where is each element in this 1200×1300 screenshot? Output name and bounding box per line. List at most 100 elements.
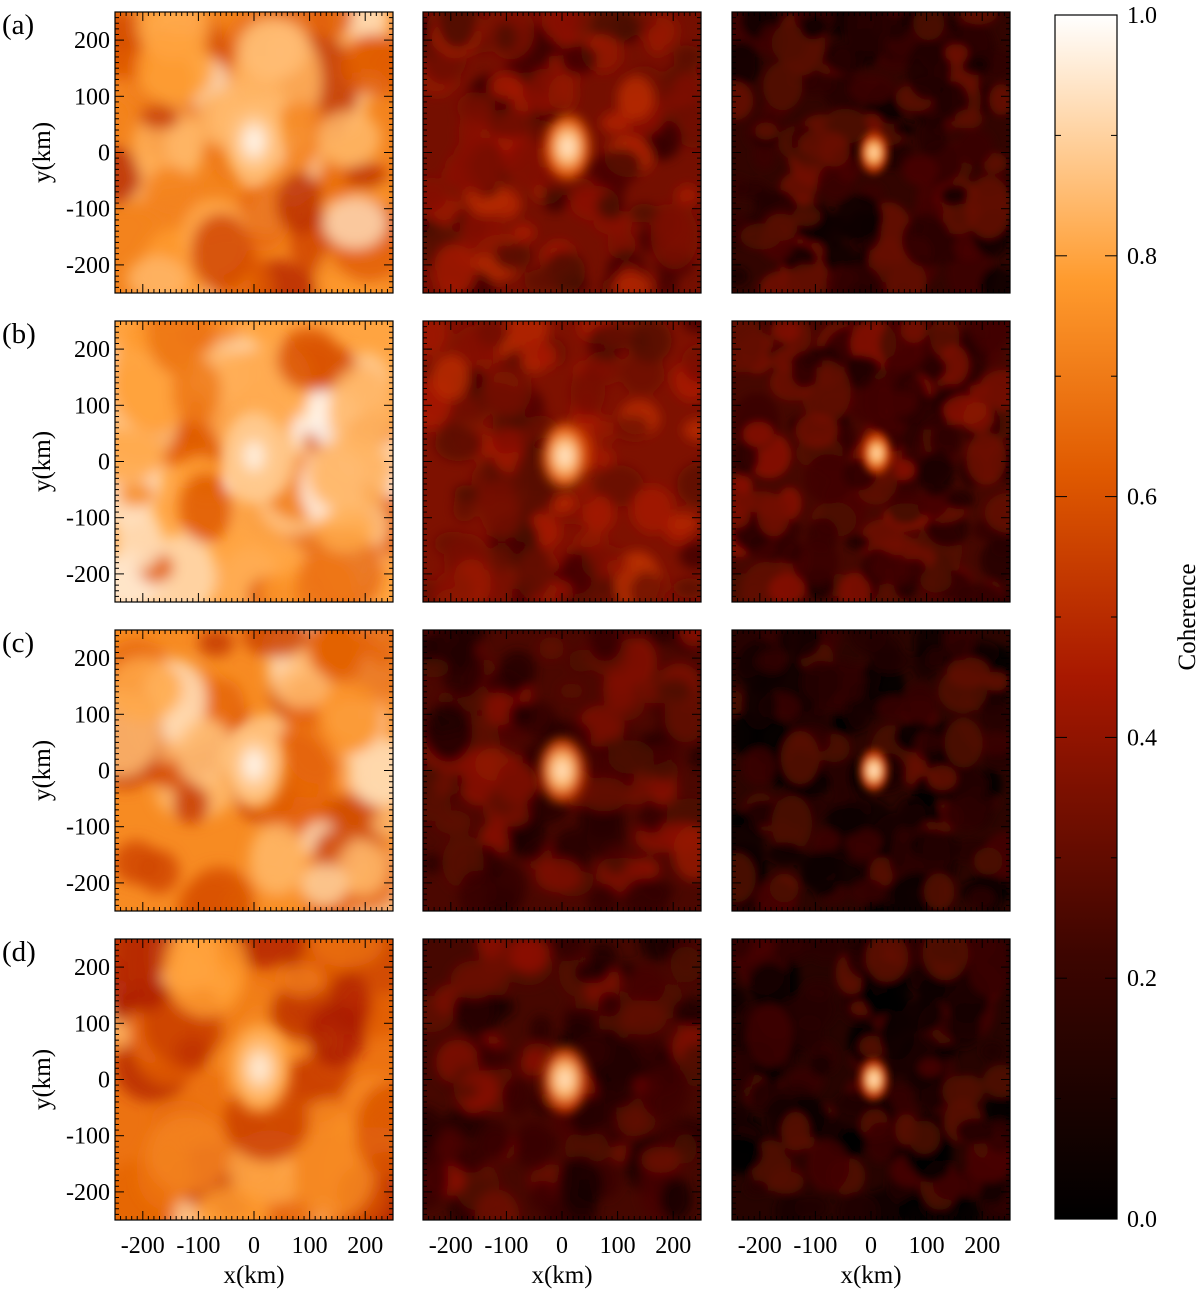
texture-blob: [966, 432, 1007, 485]
texture-blob: [780, 730, 820, 785]
texture-blob: [940, 185, 970, 207]
coherence-map: [115, 321, 393, 602]
texture-blob: [612, 414, 651, 441]
texture-blob: [913, 12, 945, 41]
panel-ticks: [114, 11, 394, 294]
texture-blob: [574, 961, 609, 984]
texture-blob: [869, 856, 894, 888]
texture-blob: [564, 1129, 609, 1167]
peak-feature: [223, 721, 285, 809]
peak-feature: [542, 423, 588, 489]
texture-blob: [865, 1122, 896, 1164]
x-axis-title: x(km): [223, 1262, 284, 1289]
texture-blob: [919, 732, 945, 752]
y-tick-label: 0: [98, 1068, 110, 1094]
texture-blob: [552, 939, 586, 962]
x-axis-title: x(km): [840, 1262, 901, 1289]
texture-blob: [781, 1111, 810, 1151]
texture-blob: [732, 1049, 755, 1090]
y-tick-label: 100: [74, 84, 110, 110]
coherence-panel: 200 100 0 -100 -200 y(km) (d) -200 -100 0 100 200 x(…: [2, 936, 394, 1289]
texture-blob: [908, 394, 950, 430]
texture-blob: [732, 939, 753, 960]
texture-blob: [453, 1082, 477, 1101]
texture-blob: [468, 143, 506, 188]
texture-blob: [676, 462, 701, 507]
texture-blob: [301, 863, 348, 907]
texture-blob: [489, 73, 523, 100]
coherence-map: [423, 630, 701, 911]
x-tick-label: 0: [556, 1233, 568, 1259]
texture-blob: [755, 649, 788, 674]
texture-blob: [310, 939, 384, 968]
texture-blob: [655, 1122, 682, 1145]
texture-blob: [824, 805, 867, 836]
texture-blob: [586, 883, 619, 911]
texture-blob: [848, 878, 886, 905]
texture-blob: [498, 650, 537, 691]
texture-blob: [754, 122, 778, 140]
texture-blob: [944, 795, 988, 832]
texture-blob: [340, 34, 393, 97]
texture-blob: [146, 1112, 230, 1194]
peak-feature: [545, 114, 590, 180]
y-tick-label: -200: [66, 253, 110, 279]
texture-blob: [771, 795, 813, 853]
texture-blob: [687, 745, 701, 770]
peak-core: [243, 126, 265, 157]
panel-ticks: [731, 938, 1011, 1221]
texture-blob: [241, 630, 310, 658]
texture-blob: [834, 264, 884, 293]
coherence-panel: [422, 11, 702, 294]
texture-blob: [732, 442, 759, 475]
colorbar-tick-label: 0.2: [1127, 966, 1157, 992]
texture-blob: [978, 369, 1010, 411]
coherence-map: [115, 12, 393, 293]
texture-blob: [423, 1106, 443, 1147]
texture-blob: [679, 1042, 701, 1087]
peak-feature: [859, 749, 889, 792]
texture-blob: [570, 368, 606, 416]
y-axis-title: y(km): [29, 122, 56, 183]
texture-blob: [979, 701, 1010, 732]
texture-blob: [942, 1075, 976, 1108]
texture-blob: [494, 21, 517, 53]
coherence-panel: 200 100 0 -100 -200 y(km) (b): [2, 318, 394, 603]
texture-blob: [791, 359, 817, 388]
texture-blob: [529, 1180, 556, 1212]
texture-blob: [865, 939, 909, 983]
texture-blob: [538, 636, 565, 660]
texture-blob: [647, 741, 681, 781]
texture-blob: [629, 570, 664, 602]
colorbar-ticks: [1055, 14, 1117, 1220]
texture-blob: [337, 839, 389, 896]
texture-blob: [596, 147, 643, 184]
texture-blob: [423, 1149, 449, 1209]
texture-blob: [587, 630, 622, 662]
texture-blob: [956, 128, 995, 163]
texture-blob: [838, 572, 871, 602]
texture-blob: [682, 321, 701, 334]
texture-blob: [877, 390, 918, 417]
texture-blob: [596, 192, 626, 220]
texture-blob: [968, 321, 1010, 353]
y-tick-label: 200: [74, 646, 110, 672]
texture-blob: [655, 678, 693, 703]
texture-blob: [593, 465, 644, 507]
peak-core: [560, 136, 575, 158]
texture-blob: [836, 1191, 879, 1220]
panel-ticks: [422, 629, 702, 912]
y-tick-label: 200: [74, 955, 110, 981]
texture-blob: [943, 630, 977, 661]
texture-blob: [292, 1133, 374, 1220]
texture-blob: [327, 366, 393, 456]
texture-blob: [345, 162, 387, 190]
texture-blob: [679, 630, 701, 647]
texture-blob: [983, 1094, 1010, 1126]
texture-blob: [476, 321, 511, 348]
texture-blob: [956, 1118, 994, 1144]
x-tick-label: 0: [248, 1233, 260, 1259]
map-texture: [423, 939, 701, 1220]
texture-blob: [249, 823, 305, 895]
texture-blob: [323, 197, 388, 249]
